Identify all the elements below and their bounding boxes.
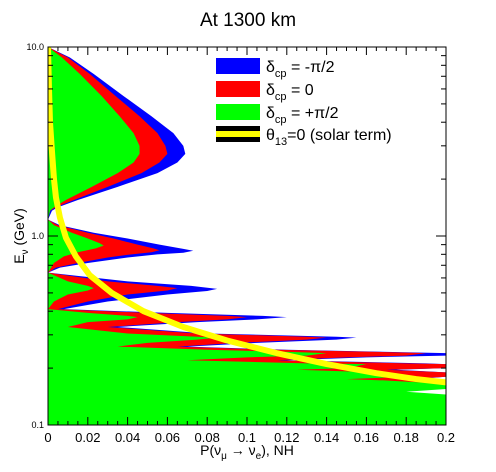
legend-label: δcp = 0	[266, 82, 314, 103]
y-axis-title: Eν (GeV)	[11, 208, 31, 264]
legend-label: δcp = -π/2	[266, 59, 335, 80]
legend-swatch	[216, 81, 260, 97]
legend-swatch	[216, 104, 260, 120]
x-tick-label: 0.1	[238, 430, 256, 445]
series-line-solar-term	[48, 47, 446, 386]
x-axis: 0 0.02 0.04 0.06 0.08 0.1 0.12 0.14 0.16 0.18 0.2	[44, 47, 455, 445]
y-axis: 0.1 1.0 10.0	[26, 42, 446, 430]
y-tick-label: 1.0	[31, 231, 44, 241]
legend-label: θ13=0 (solar term)	[266, 127, 392, 148]
x-tick-label: 0.16	[354, 430, 379, 445]
x-tick-label: 0.18	[394, 430, 419, 445]
chart-title: At 1300 km	[200, 10, 296, 31]
y-tick-label: 10.0	[26, 42, 44, 52]
x-tick-label: 0.08	[195, 430, 220, 445]
legend-swatch-solar-term	[216, 131, 260, 137]
x-tick-label: 0.04	[115, 430, 140, 445]
x-tick-label: 0.12	[274, 430, 299, 445]
legend-swatch	[216, 58, 260, 74]
series-area-2	[48, 47, 446, 425]
x-tick-label: 0.02	[75, 430, 100, 445]
x-tick-label: 0	[44, 430, 51, 445]
x-tick-label: 0.2	[437, 430, 455, 445]
x-tick-label: 0.06	[155, 430, 180, 445]
x-tick-label: 0.14	[314, 430, 339, 445]
y-tick-label: 0.1	[31, 420, 44, 430]
series-area-1	[48, 47, 446, 425]
series-layer	[48, 47, 446, 425]
x-axis-title: P(νμ → νe), NH	[200, 442, 294, 462]
legend-label: δcp = +π/2	[266, 105, 339, 126]
